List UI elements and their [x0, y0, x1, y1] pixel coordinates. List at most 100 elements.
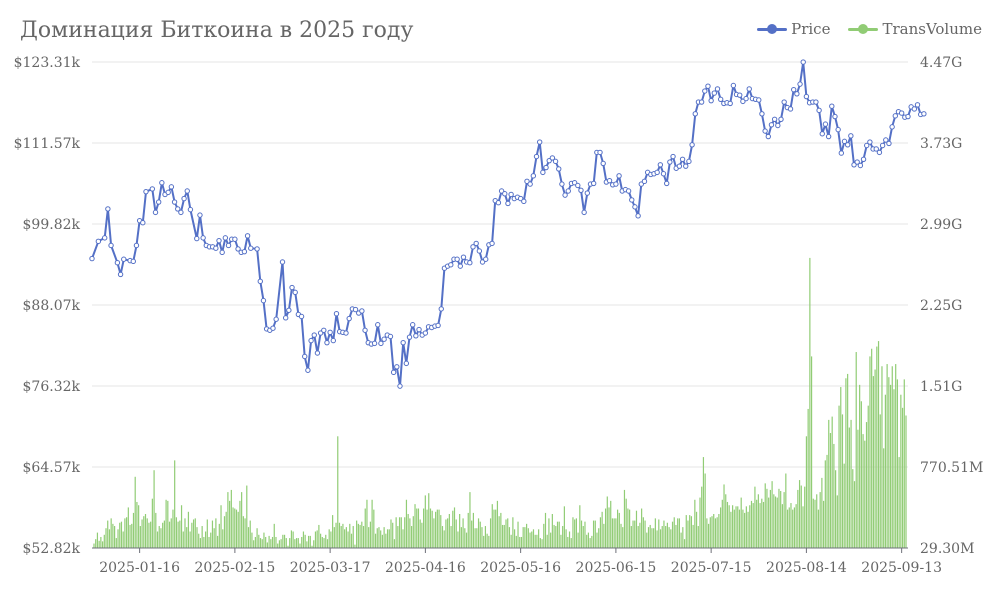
volume-bar — [153, 470, 155, 548]
price-point — [841, 138, 848, 145]
volume-bar — [333, 527, 335, 548]
volume-bar — [730, 511, 732, 548]
price-point — [448, 262, 454, 268]
volume-bar — [562, 526, 564, 548]
volume-bar — [412, 516, 414, 548]
volume-bar — [204, 531, 207, 548]
volume-bar — [479, 521, 481, 548]
price-point — [746, 86, 752, 92]
price-point — [829, 103, 835, 109]
volume-bar — [431, 510, 433, 548]
volume-bar — [618, 512, 620, 548]
volume-bar — [388, 529, 390, 548]
price-point — [413, 333, 419, 339]
price-point — [530, 173, 537, 179]
volume-bar — [831, 416, 833, 548]
volume-bar — [884, 394, 886, 548]
volume-bar — [270, 539, 272, 548]
price-point — [879, 142, 886, 149]
volume-bar — [445, 519, 447, 548]
volume-bar — [114, 526, 116, 548]
volume-bar — [522, 527, 524, 548]
volume-bar — [682, 527, 684, 548]
volume-bar — [719, 507, 722, 548]
y-right-tick-label: 3.73G — [920, 136, 962, 152]
volume-bar — [167, 500, 169, 548]
volume-bar — [556, 521, 559, 548]
price-point — [89, 255, 95, 262]
volume-bar — [421, 522, 423, 548]
volume-bar — [471, 520, 473, 548]
volume-bar — [436, 509, 438, 548]
volume-bar — [546, 534, 548, 548]
volume-bar — [332, 515, 334, 548]
volume-bar — [675, 524, 677, 548]
volume-bar — [285, 538, 287, 548]
volume-bar — [848, 427, 850, 548]
volume-bar — [213, 528, 215, 548]
volume-bar — [764, 483, 766, 548]
volume-bar — [273, 523, 275, 548]
volume-bar — [841, 414, 844, 548]
volume-bar — [826, 454, 828, 548]
volume-bar — [862, 434, 864, 548]
volume-bar — [218, 523, 220, 548]
volume-bar — [359, 524, 361, 548]
price-point — [730, 82, 737, 89]
price-point — [197, 212, 203, 218]
volume-bar — [265, 536, 267, 548]
volume-bar — [189, 531, 191, 548]
volume-bar — [203, 536, 205, 548]
volume-bar — [100, 536, 102, 548]
x-tick-label: 2025-01-16 — [99, 560, 180, 576]
volume-bar — [665, 526, 667, 548]
volume-bar — [570, 538, 572, 548]
volume-bar — [163, 520, 165, 548]
volume-bar — [824, 460, 826, 548]
volume-bar — [129, 524, 131, 548]
volume-bar — [496, 500, 499, 548]
volume-bar — [325, 534, 327, 548]
volume-bar — [374, 533, 377, 548]
volume-bar — [141, 519, 143, 548]
price-point — [165, 189, 171, 196]
volume-bar — [98, 540, 100, 548]
volume-bar — [435, 511, 437, 548]
volume-bar — [368, 527, 370, 548]
price-point — [549, 155, 556, 161]
price-point — [260, 297, 267, 304]
volume-bar — [206, 519, 208, 548]
volume-bar — [328, 529, 330, 548]
volume-bar — [227, 492, 229, 548]
volume-bar — [601, 511, 603, 548]
volume-bar — [896, 379, 899, 548]
volume-bar — [110, 518, 112, 548]
volume-bar — [256, 528, 258, 548]
price-point — [467, 260, 473, 266]
volume-bar — [713, 513, 715, 548]
volume-bar — [162, 522, 164, 548]
volume-bar — [781, 504, 783, 548]
volume-bar — [558, 521, 560, 548]
price-point — [819, 131, 825, 137]
price-point — [282, 315, 289, 321]
legend-item-transvolume[interactable]: TransVolume — [848, 20, 982, 38]
volume-bar — [457, 531, 459, 548]
volume-bar — [555, 526, 557, 548]
price-point — [832, 113, 838, 120]
volume-bar — [423, 508, 425, 548]
price-point — [717, 96, 724, 102]
price-point — [613, 181, 619, 187]
volume-bar — [690, 516, 693, 548]
volume-bar — [603, 523, 605, 548]
price-point — [711, 90, 718, 96]
volume-bar — [771, 481, 773, 548]
price-point — [178, 209, 184, 216]
volume-bar — [235, 509, 238, 548]
price-point — [705, 83, 711, 89]
price-point — [876, 149, 883, 156]
legend-item-price[interactable]: Price — [757, 20, 830, 38]
price-point — [400, 339, 406, 346]
volume-bar — [232, 507, 234, 548]
